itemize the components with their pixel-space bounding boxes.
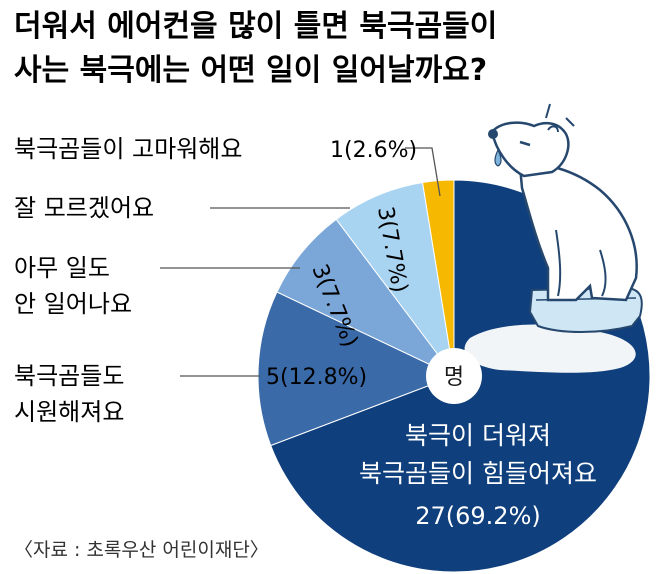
water-puddle bbox=[464, 324, 636, 373]
leader-lines bbox=[160, 147, 441, 377]
leader-line-thanks bbox=[405, 147, 441, 197]
pie-slice-dont-know bbox=[335, 181, 455, 377]
chart-title-line-1: 더워서 에어컨을 많이 틀면 북극곰들이 bbox=[14, 9, 497, 44]
polar-bear-illustration bbox=[464, 103, 643, 373]
value-label-cooler: 5(12.8%) bbox=[266, 365, 367, 390]
main-slice-value: 27(69.2%) bbox=[415, 502, 541, 530]
label-cooler-line-2: 시원해져요 bbox=[14, 398, 124, 426]
center-unit-circle bbox=[426, 348, 482, 404]
pie-slice-nothing-happens bbox=[276, 218, 455, 377]
main-slice-label-line-2: 북극곰들이 힘들어져요 bbox=[359, 459, 597, 488]
bear-head bbox=[490, 121, 570, 178]
pie-slice-bears-thankful bbox=[421, 179, 455, 377]
label-nothing-line-1: 아무 일도 bbox=[14, 254, 110, 282]
label-thanks: 북극곰들이 고마워해요 bbox=[14, 135, 242, 163]
center-unit-label: 명 bbox=[444, 365, 464, 390]
main-slice-label-line-1: 북극이 더워져 bbox=[405, 421, 551, 450]
label-nothing-line-2: 안 일어나요 bbox=[14, 290, 132, 318]
bear-body bbox=[518, 163, 638, 302]
value-label-thanks: 1(2.6%) bbox=[330, 138, 417, 163]
label-cooler-line-1: 북극곰들도 bbox=[14, 362, 124, 390]
label-dont-know: 잘 모르겠어요 bbox=[14, 194, 154, 222]
chart-title-line-2: 사는 북극에는 어떤 일이 일어날까요? bbox=[14, 53, 487, 88]
pie-slice-bears-cooler bbox=[257, 291, 456, 447]
source-note: 〈자료 : 초록우산 어린이재단〉 bbox=[14, 539, 269, 561]
